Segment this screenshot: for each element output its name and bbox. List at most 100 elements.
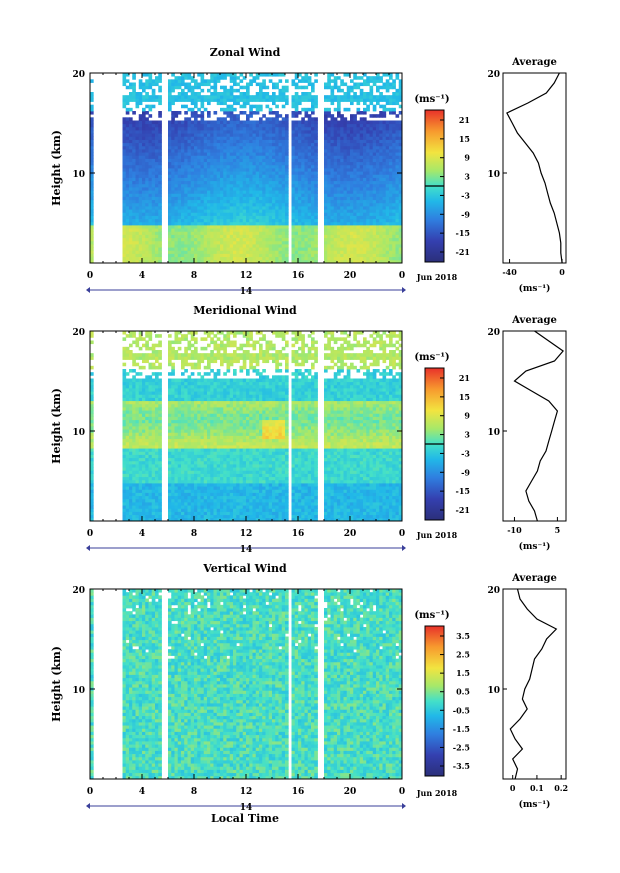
- heatmap-cell: [395, 196, 400, 201]
- heatmap-cell: [363, 111, 367, 115]
- heatmap-cell: [346, 95, 351, 99]
- heatmap-cell: [363, 79, 367, 83]
- heatmap-cell: [135, 419, 140, 424]
- heatmap-cell: [395, 202, 400, 207]
- heatmap-cell: [343, 92, 348, 96]
- heatmap-cell: [122, 410, 127, 414]
- heatmap-cell: [350, 193, 354, 197]
- heatmap-cell: [200, 183, 205, 188]
- heatmap-cell: [372, 215, 377, 220]
- heatmap-cell: [376, 101, 380, 106]
- heatmap-cell: [155, 228, 159, 232]
- heatmap-cell: [285, 253, 289, 258]
- heatmap-cell: [389, 101, 393, 106]
- heatmap-cell: [90, 489, 94, 493]
- heatmap-cell: [135, 451, 140, 455]
- heatmap-cell: [236, 123, 240, 128]
- heatmap-cell: [372, 231, 377, 235]
- heatmap-cell: [285, 120, 289, 125]
- heatmap-cell: [197, 180, 201, 185]
- heatmap-cell: [200, 95, 205, 99]
- heatmap-cell: [304, 259, 309, 264]
- heatmap-cell: [265, 250, 270, 254]
- heatmap-cell: [223, 206, 227, 210]
- heatmap-cell: [369, 92, 374, 96]
- heatmap-cell: [239, 136, 244, 140]
- heatmap-cell: [213, 111, 218, 115]
- heatmap-cell: [158, 111, 162, 115]
- heatmap-cell: [213, 183, 218, 188]
- heatmap-cell: [298, 142, 302, 147]
- heatmap-cell: [395, 92, 400, 96]
- heatmap-cell: [327, 139, 331, 144]
- heatmap-cell: [171, 259, 175, 264]
- heatmap-cell: [314, 130, 318, 134]
- heatmap-cell: [125, 464, 130, 468]
- heatmap-cell: [298, 111, 302, 115]
- heatmap-cell: [148, 145, 153, 150]
- heatmap-cell: [346, 92, 351, 96]
- heatmap-cell: [142, 133, 146, 137]
- heatmap-cell: [363, 136, 367, 140]
- heatmap-cell: [301, 95, 305, 99]
- heatmap-cell: [268, 256, 273, 261]
- heatmap-cell: [236, 82, 240, 87]
- heatmap-cell: [151, 250, 156, 254]
- heatmap-cell: [174, 152, 179, 156]
- heatmap-cell: [327, 114, 331, 118]
- heatmap-cell: [122, 149, 127, 153]
- heatmap-cell: [135, 193, 140, 197]
- heatmap-cell: [213, 73, 218, 77]
- heatmap-cell: [148, 107, 153, 112]
- heatmap-cell: [259, 130, 263, 134]
- heatmap-cell: [129, 259, 133, 264]
- heatmap-cell: [359, 120, 364, 125]
- heatmap-cell: [353, 123, 357, 128]
- heatmap-cell: [207, 193, 211, 197]
- heatmap-cell: [343, 161, 348, 166]
- heatmap-cell: [340, 228, 344, 232]
- heatmap-cell: [90, 221, 94, 226]
- heatmap-cell: [135, 209, 140, 213]
- heatmap-cell: [346, 196, 351, 201]
- heatmap-cell: [181, 180, 185, 185]
- heatmap-cell: [252, 234, 257, 239]
- heatmap-cell: [369, 142, 374, 147]
- heatmap-cell: [350, 244, 354, 248]
- heatmap-cell: [252, 202, 257, 207]
- heatmap-cell: [207, 256, 211, 261]
- heatmap-cell: [129, 457, 133, 462]
- heatmap-cell: [135, 505, 140, 509]
- heatmap-cell: [395, 218, 400, 223]
- heatmap-cell: [340, 247, 344, 251]
- heatmap-cell: [272, 117, 276, 121]
- heatmap-cell: [359, 193, 364, 197]
- heatmap-cell: [324, 215, 328, 220]
- heatmap-cell: [294, 180, 299, 185]
- heatmap-cell: [255, 152, 260, 156]
- heatmap-cell: [203, 225, 208, 229]
- heatmap-cell: [129, 161, 133, 166]
- heatmap-cell: [285, 234, 289, 239]
- heatmap-cell: [168, 199, 172, 204]
- heatmap-cell: [132, 479, 136, 484]
- heatmap-cell: [223, 180, 227, 185]
- heatmap-cell: [220, 130, 224, 134]
- heatmap-cell: [304, 73, 309, 77]
- heatmap-cell: [389, 107, 393, 112]
- heatmap-cell: [285, 117, 289, 121]
- heatmap-cell: [249, 164, 253, 169]
- heatmap-cell: [324, 218, 328, 223]
- heatmap-cell: [395, 206, 400, 210]
- heatmap-cell: [379, 237, 383, 242]
- heatmap-cell: [366, 130, 370, 134]
- heatmap-cell: [340, 88, 344, 93]
- heatmap-cell: [155, 139, 159, 144]
- heatmap-cell: [369, 225, 374, 229]
- heatmap-cell: [145, 495, 149, 500]
- heatmap-cell: [200, 177, 205, 182]
- heatmap-cell: [395, 76, 400, 80]
- heatmap-cell: [226, 244, 231, 248]
- heatmap-cell: [372, 196, 377, 201]
- heatmap-cell: [90, 237, 94, 242]
